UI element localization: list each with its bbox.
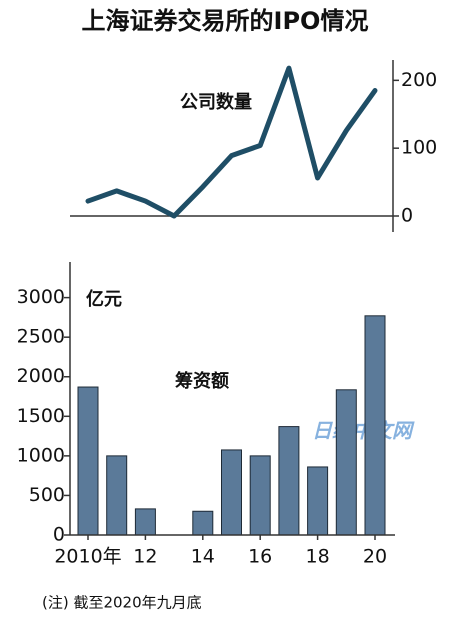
bar-label: 筹资额 [175, 370, 229, 392]
bar [335, 389, 357, 536]
y-tick-label: 0 [53, 524, 65, 546]
x-tick-label: 2010年 [54, 546, 121, 568]
bar [77, 386, 99, 536]
chart-title: 上海证券交易所的IPO情况 [82, 7, 369, 35]
bar [364, 315, 386, 536]
line-series [85, 65, 378, 219]
bar [249, 455, 271, 536]
y-tick-label: 3000 [17, 286, 65, 308]
x-tick-label: 14 [191, 546, 215, 568]
footnote: (注) 截至2020年九月底 [42, 594, 202, 612]
y-tick-label: 500 [29, 484, 65, 506]
line-label: 公司数量 [180, 91, 252, 113]
watermark: 日经中文网 [312, 419, 415, 443]
y-tick-label: 100 [401, 137, 437, 159]
bar [192, 510, 214, 536]
bar [278, 426, 300, 536]
bar [134, 508, 156, 536]
y-tick-label: 2500 [17, 326, 65, 348]
y-tick-label: 0 [401, 205, 413, 227]
x-tick-label: 18 [306, 546, 330, 568]
y-tick-label: 2000 [17, 365, 65, 387]
y-tick-label: 1500 [17, 405, 65, 427]
bar [221, 449, 242, 536]
x-tick-label: 20 [363, 546, 387, 568]
unit-label: 亿元 [86, 288, 122, 310]
x-tick-label: 16 [248, 546, 272, 568]
bar [106, 455, 128, 536]
y-tick-label: 1000 [17, 444, 65, 466]
y-tick-label: 200 [401, 69, 437, 91]
x-tick-label: 12 [133, 546, 157, 568]
bar [307, 466, 329, 536]
